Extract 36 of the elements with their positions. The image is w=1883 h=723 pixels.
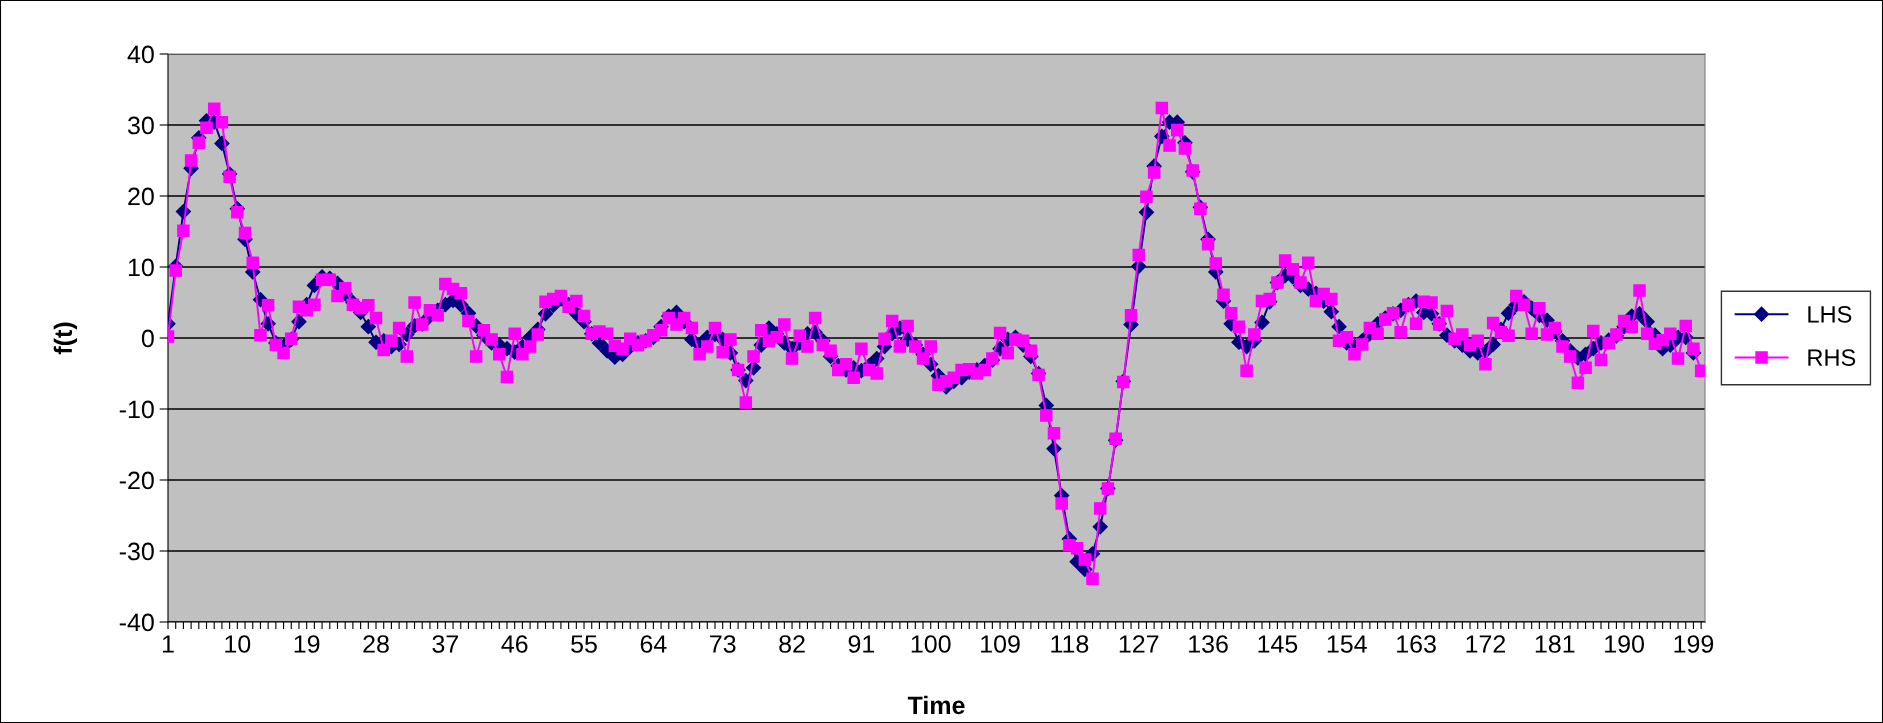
x-tick-label: 118 <box>1051 635 1089 653</box>
y-axis-title: f(t) <box>53 322 78 355</box>
y-tick-label: -20 <box>119 471 154 490</box>
y-tick-label: 40 <box>127 45 154 64</box>
legend-label: LHS <box>1808 305 1852 323</box>
y-tick-label: 30 <box>127 116 154 135</box>
x-tick-label: 1 <box>162 635 174 653</box>
y-tick-label: -10 <box>119 400 154 419</box>
x-tick-label: 100 <box>911 635 951 653</box>
x-tick-label: 91 <box>848 635 875 653</box>
legend-label: RHS <box>1808 349 1856 366</box>
x-tick-label: 82 <box>779 635 805 653</box>
x-tick-label: 73 <box>710 635 736 653</box>
x-tick-label: 199 <box>1674 635 1714 653</box>
x-tick-label: 172 <box>1466 635 1506 653</box>
y-tick-label: 0 <box>141 329 154 348</box>
x-tick-label: 145 <box>1258 635 1298 653</box>
x-tick-label: 127 <box>1119 635 1159 653</box>
x-tick-label: 136 <box>1189 635 1228 653</box>
x-axis-title: Time <box>907 695 965 715</box>
x-tick-label: 163 <box>1397 635 1436 653</box>
x-tick-label: 46 <box>501 635 528 653</box>
y-tick-label: -30 <box>119 542 154 561</box>
y-tick-label: 20 <box>128 187 154 206</box>
x-tick-label: 10 <box>225 635 251 653</box>
x-tick-label: 19 <box>294 635 320 653</box>
x-tick-label: 64 <box>640 635 667 653</box>
x-tick-label: 28 <box>363 635 389 653</box>
x-tick-label: 37 <box>432 635 458 653</box>
y-tick-label: 10 <box>128 258 154 277</box>
x-tick-label: 55 <box>571 635 597 653</box>
x-tick-label: 181 <box>1535 635 1575 653</box>
y-tick-label: -40 <box>119 613 154 632</box>
x-tick-label: 154 <box>1327 635 1367 653</box>
x-tick-label: 109 <box>981 635 1020 653</box>
x-tick-label: 190 <box>1605 635 1644 653</box>
